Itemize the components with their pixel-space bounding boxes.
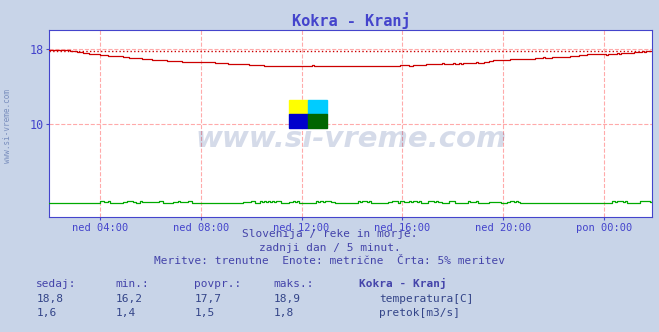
Bar [308, 114, 327, 128]
Text: 1,8: 1,8 [273, 308, 294, 318]
Text: Meritve: trenutne  Enote: metrične  Črta: 5% meritev: Meritve: trenutne Enote: metrične Črta: … [154, 256, 505, 266]
Text: min.:: min.: [115, 279, 149, 289]
Text: 1,6: 1,6 [36, 308, 57, 318]
Text: pretok[m3/s]: pretok[m3/s] [379, 308, 460, 318]
Bar [289, 114, 308, 128]
Bar [308, 100, 327, 114]
Text: www.si-vreme.com: www.si-vreme.com [195, 125, 507, 153]
Text: sedaj:: sedaj: [36, 279, 76, 289]
Text: 18,9: 18,9 [273, 294, 301, 304]
Text: 1,5: 1,5 [194, 308, 215, 318]
Text: Kokra - Kranj: Kokra - Kranj [359, 278, 447, 289]
Text: 1,4: 1,4 [115, 308, 136, 318]
Title: Kokra - Kranj: Kokra - Kranj [291, 12, 411, 29]
Bar [289, 100, 308, 114]
Text: maks.:: maks.: [273, 279, 314, 289]
Text: 16,2: 16,2 [115, 294, 142, 304]
Text: 18,8: 18,8 [36, 294, 63, 304]
Text: temperatura[C]: temperatura[C] [379, 294, 473, 304]
Text: Slovenija / reke in morje.: Slovenija / reke in morje. [242, 229, 417, 239]
Text: zadnji dan / 5 minut.: zadnji dan / 5 minut. [258, 243, 401, 253]
Text: povpr.:: povpr.: [194, 279, 242, 289]
Text: www.si-vreme.com: www.si-vreme.com [3, 89, 13, 163]
Text: 17,7: 17,7 [194, 294, 221, 304]
